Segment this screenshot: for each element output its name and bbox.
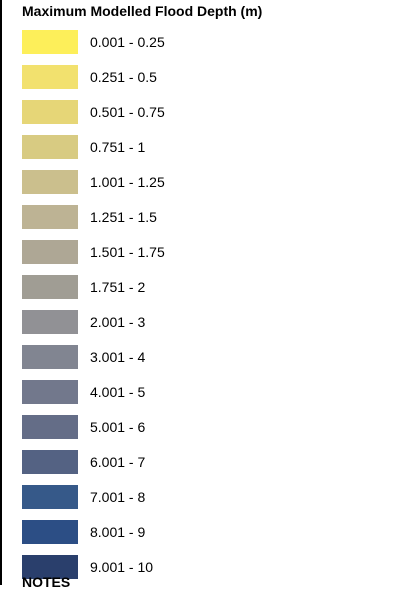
legend-swatch [22,380,78,404]
legend-range-label: 0.001 - 0.25 [90,34,165,50]
legend-item: 0.501 - 0.75 [22,100,165,124]
legend-item: 2.001 - 3 [22,310,165,334]
legend-range-label: 0.751 - 1 [90,139,146,155]
legend-range-label: 1.001 - 1.25 [90,174,165,190]
legend-item: 0.751 - 1 [22,135,165,159]
legend-item: 4.001 - 5 [22,380,165,404]
legend-range-label: 5.001 - 6 [90,419,146,435]
legend-swatch [22,450,78,474]
legend-swatch [22,240,78,264]
legend-range-label: 8.001 - 9 [90,524,146,540]
legend-item: 1.251 - 1.5 [22,205,165,229]
legend-swatch [22,520,78,544]
notes-heading: NOTES [22,574,71,590]
legend-swatch [22,345,78,369]
legend-item: 0.251 - 0.5 [22,65,165,89]
legend-title: Maximum Modelled Flood Depth (m) [22,3,263,19]
legend-swatch [22,65,78,89]
legend-swatch [22,170,78,194]
legend-swatch [22,555,78,579]
legend-swatch [22,205,78,229]
legend-range-label: 0.501 - 0.75 [90,104,165,120]
legend-range-label: 2.001 - 3 [90,314,146,330]
legend-item: 8.001 - 9 [22,520,165,544]
legend-range-label: 1.251 - 1.5 [90,209,157,225]
legend-range-label: 6.001 - 7 [90,454,146,470]
legend-item: 6.001 - 7 [22,450,165,474]
legend-range-label: 1.751 - 2 [90,279,146,295]
legend-swatch [22,415,78,439]
legend-swatch [22,135,78,159]
flood-depth-legend: 0.001 - 0.25 0.251 - 0.5 0.501 - 0.75 0.751… [22,30,165,590]
legend-swatch [22,275,78,299]
legend-range-label: 3.001 - 4 [90,349,146,365]
legend-swatch [22,100,78,124]
legend-item: 1.751 - 2 [22,275,165,299]
legend-item: 1.501 - 1.75 [22,240,165,264]
legend-range-label: 1.501 - 1.75 [90,244,165,260]
map-frame-border [0,0,2,585]
legend-range-label: 7.001 - 8 [90,489,146,505]
legend-swatch [22,485,78,509]
legend-swatch [22,30,78,54]
legend-range-label: 9.001 - 10 [90,559,154,575]
legend-item: 3.001 - 4 [22,345,165,369]
legend-item: 5.001 - 6 [22,415,165,439]
legend-item: 9.001 - 10 [22,555,165,579]
legend-item: 1.001 - 1.25 [22,170,165,194]
legend-swatch [22,310,78,334]
legend-item: 7.001 - 8 [22,485,165,509]
legend-item: 0.001 - 0.25 [22,30,165,54]
legend-range-label: 4.001 - 5 [90,384,146,400]
legend-range-label: 0.251 - 0.5 [90,69,157,85]
